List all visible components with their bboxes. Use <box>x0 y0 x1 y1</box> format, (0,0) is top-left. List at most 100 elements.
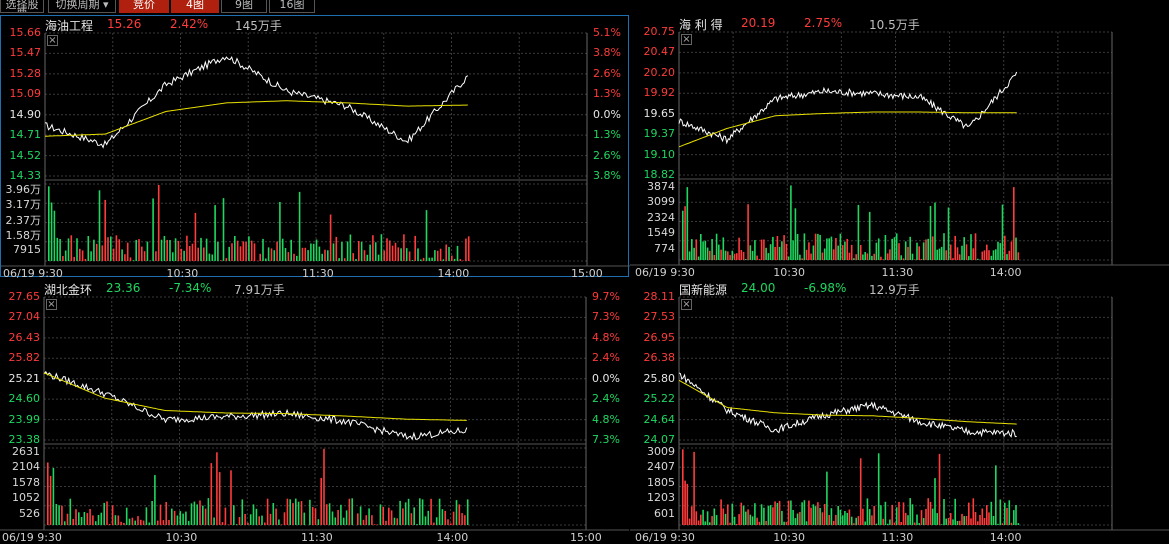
volume-bar <box>233 505 235 525</box>
stock-change: -6.98% <box>804 281 846 295</box>
volume-bar <box>864 522 866 526</box>
volume-bar <box>968 503 970 525</box>
volume-bar <box>429 258 431 261</box>
volume-bar <box>182 514 184 525</box>
volume-bar <box>797 234 799 260</box>
volume-bar <box>386 238 388 261</box>
sixteen-chart-tab[interactable]: 16图 <box>269 0 315 13</box>
volume-bar <box>948 518 950 525</box>
close-icon[interactable]: × <box>681 34 692 45</box>
chart-svg <box>630 15 1169 277</box>
volume-bar <box>986 245 988 260</box>
volume-bar <box>970 234 972 260</box>
volume-bar <box>954 499 956 525</box>
volume-bar <box>973 248 975 260</box>
volume-bar <box>251 241 253 261</box>
volume-bar <box>878 238 880 260</box>
volume-bar <box>292 503 294 525</box>
volume-bar <box>943 499 945 525</box>
volume-bar <box>337 510 339 525</box>
volume-bar <box>440 249 442 261</box>
volume-bar <box>905 241 907 260</box>
close-icon[interactable]: × <box>681 299 692 310</box>
volume-bar <box>318 519 320 525</box>
volume-bar <box>869 212 871 260</box>
volume-bar <box>833 521 835 525</box>
stock-volume: 145万手 <box>235 17 282 34</box>
volume-bar <box>891 505 893 525</box>
volume-bar <box>113 249 115 261</box>
average-price-line <box>44 373 467 421</box>
time-tick-label: 14:00 <box>990 266 1022 279</box>
volume-bar <box>779 247 781 260</box>
volume-bar <box>815 234 817 260</box>
volume-bar <box>799 255 801 260</box>
stock-name: 国新能源 <box>679 281 727 298</box>
switch-period-dropdown[interactable]: 切换周期 ▾ <box>48 0 116 13</box>
volume-bar <box>403 234 405 261</box>
four-chart-tab[interactable]: 4图 <box>171 0 219 13</box>
volume-bar <box>357 513 359 525</box>
volume-bar <box>264 523 266 526</box>
volume-bar <box>853 523 855 525</box>
volume-bar <box>417 248 419 261</box>
volume-bar <box>340 505 342 525</box>
volume-bar <box>741 250 743 260</box>
volume-bar <box>822 253 824 261</box>
volume-bar <box>192 244 194 261</box>
price-tick-label: 27.65 <box>0 290 40 303</box>
volume-bar <box>867 498 869 525</box>
volume-bar <box>934 203 936 260</box>
volume-bar <box>736 253 738 260</box>
stock-change: 2.75% <box>804 16 842 30</box>
volume-bar <box>900 255 902 260</box>
volume-bar <box>126 508 128 525</box>
volume-bar <box>831 237 833 260</box>
volume-bar <box>720 499 722 525</box>
volume-bar <box>248 236 250 261</box>
volume-bar <box>959 521 961 525</box>
volume-bar <box>436 517 438 525</box>
volume-bar <box>185 512 187 525</box>
volume-bar <box>741 503 743 525</box>
volume-bar <box>157 521 159 525</box>
volume-bar <box>70 499 72 525</box>
volume-bar <box>914 523 916 526</box>
volume-bar <box>792 240 794 260</box>
volume-bar <box>702 241 704 260</box>
volume-bar <box>399 501 401 525</box>
volume-bar <box>138 239 140 261</box>
volume-bar <box>434 250 436 261</box>
close-icon[interactable]: × <box>47 35 58 46</box>
volume-bar <box>358 241 360 261</box>
percent-tick-label: 2.6% <box>593 149 621 162</box>
volume-bar <box>709 522 711 525</box>
volume-tick-label: 1578 <box>0 476 40 489</box>
volume-bar <box>454 259 456 261</box>
price-tick-label: 20.47 <box>635 45 675 58</box>
volume-bar <box>781 241 783 260</box>
volume-bar <box>242 499 244 525</box>
volume-bar <box>765 521 767 525</box>
volume-bar <box>76 238 78 261</box>
price-tick-label: 15.47 <box>1 46 41 59</box>
volume-tick-label: 1052 <box>0 491 40 504</box>
volume-tick-label: 3.96万 <box>1 181 41 197</box>
volume-bar <box>371 515 373 525</box>
volume-bar <box>837 506 839 525</box>
volume-bar <box>223 198 225 261</box>
select-stock-button[interactable]: 选择股票 <box>0 0 44 13</box>
volume-bar <box>107 237 109 261</box>
auction-tab[interactable]: 竞价 <box>119 0 169 13</box>
volume-bar <box>988 250 990 260</box>
volume-bar <box>67 514 69 525</box>
volume-bar <box>180 511 182 525</box>
close-icon[interactable]: × <box>46 299 57 310</box>
time-tick-label: 11:30 <box>301 531 333 544</box>
volume-bar <box>745 512 747 525</box>
nine-chart-tab[interactable]: 9图 <box>221 0 267 13</box>
